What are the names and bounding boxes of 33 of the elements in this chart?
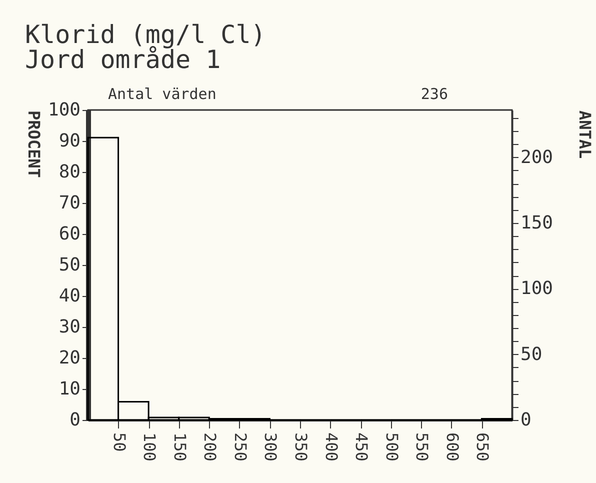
x-tick-label: 100 <box>140 432 160 462</box>
x-tick-label: 50 <box>110 432 129 452</box>
y-tick-label: 0 <box>70 410 80 430</box>
text: Antal värden <box>108 85 216 103</box>
y-tick-label: 100 <box>48 100 80 120</box>
y-tick-label: 10 <box>58 378 80 400</box>
y-tick-label: 50 <box>58 254 80 276</box>
x-tick-label: 350 <box>292 432 310 462</box>
y-tick-label: 40 <box>58 286 80 306</box>
x-tick-label: 200 <box>200 432 220 462</box>
y-tick-label: 60 <box>58 224 80 244</box>
x-tick-label: 450 <box>352 432 372 462</box>
y2-tick-label: 50 <box>520 344 542 365</box>
y-axis-title: PROCENT <box>24 110 44 178</box>
y2-tick-label: 150 <box>520 212 554 234</box>
x-tick-label: 300 <box>261 432 280 462</box>
x-tick-label: 500 <box>382 432 402 462</box>
x-tick-label: 650 <box>473 432 492 462</box>
x-tick-label: 150 <box>170 432 190 462</box>
y2-tick-label: 0 <box>520 410 532 430</box>
y-tick-label: 90 <box>58 130 80 152</box>
x-tick-label: 550 <box>412 432 432 462</box>
y2-tick-label: 200 <box>520 146 554 168</box>
y-tick-label: 70 <box>58 192 80 214</box>
y2-tick-label: 100 <box>520 278 554 300</box>
y-tick-label: 30 <box>58 316 80 338</box>
y-tick-label: 20 <box>58 348 80 368</box>
y2-axis-title: ANTAL <box>576 110 594 159</box>
x-tick-label: 600 <box>442 432 462 462</box>
x-tick-label: 250 <box>230 432 250 462</box>
x-tick-label: 400 <box>322 432 341 462</box>
y-tick-label: 80 <box>58 162 80 182</box>
text: 236 <box>420 85 448 103</box>
